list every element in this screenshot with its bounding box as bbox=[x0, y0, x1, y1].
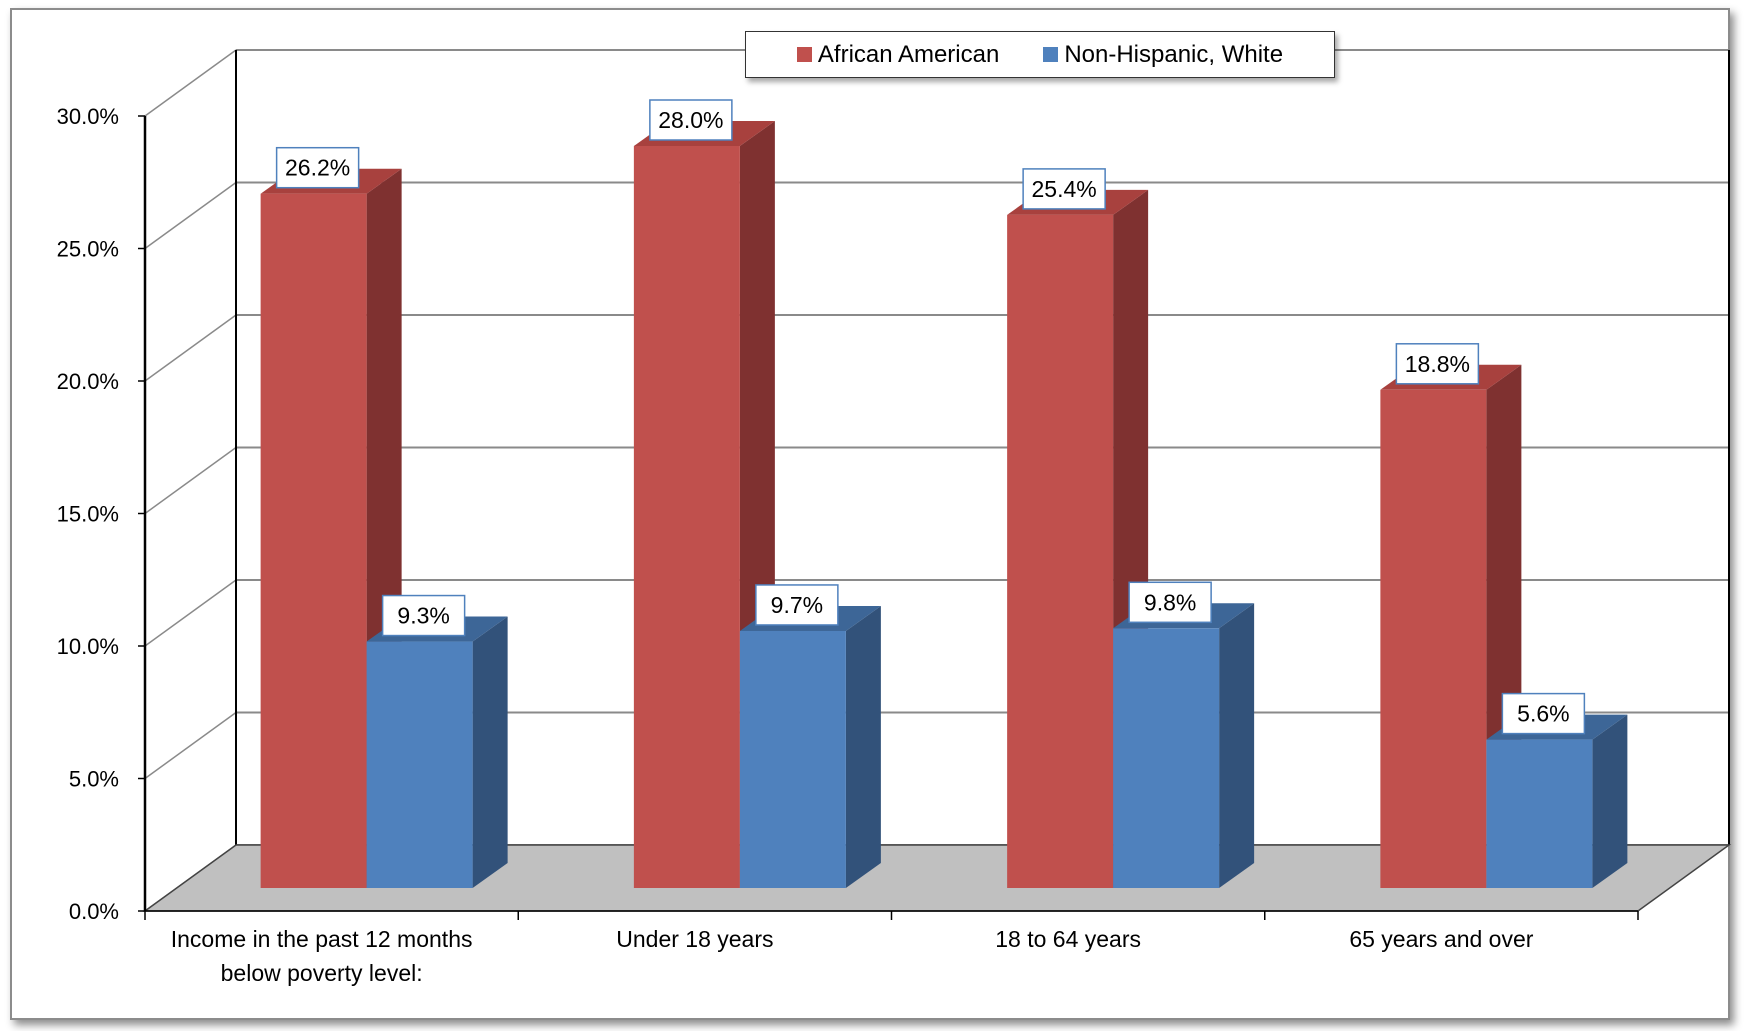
x-category-label: Under 18 years bbox=[616, 926, 773, 952]
data-label-box bbox=[649, 99, 733, 141]
legend: African American Non-Hispanic, White bbox=[745, 31, 1335, 78]
y-tick-label: 20.0% bbox=[57, 369, 119, 394]
bar-side bbox=[472, 616, 508, 888]
bar bbox=[260, 193, 367, 888]
side-gridline bbox=[144, 579, 237, 647]
legend-label-non-hispanic-white: Non-Hispanic, White bbox=[1064, 40, 1284, 68]
data-label: 9.7% bbox=[771, 592, 823, 618]
legend-item-african-american: African American bbox=[796, 40, 1000, 69]
data-label-box bbox=[381, 594, 466, 637]
data-label-box bbox=[1395, 343, 1480, 385]
bar bbox=[1113, 628, 1220, 888]
data-label: 26.2% bbox=[285, 155, 350, 181]
data-label-box bbox=[755, 584, 839, 626]
bar bbox=[1380, 389, 1487, 888]
data-label: 9.8% bbox=[1144, 589, 1196, 615]
side-gridline bbox=[144, 314, 237, 382]
bar bbox=[739, 630, 846, 888]
y-tick-label: 10.0% bbox=[57, 634, 119, 659]
legend-swatch-african-american bbox=[796, 47, 812, 62]
bar bbox=[1007, 214, 1114, 888]
x-category-label: 65 years and over bbox=[1349, 926, 1533, 952]
data-label: 25.4% bbox=[1032, 176, 1097, 202]
side-gridline bbox=[144, 711, 237, 780]
data-label-box bbox=[1022, 168, 1106, 210]
bar bbox=[633, 146, 740, 888]
data-label: 28.0% bbox=[658, 107, 723, 133]
legend-label-african-american: African American bbox=[817, 40, 1000, 68]
x-category-label: below poverty level: bbox=[221, 960, 423, 986]
bar bbox=[1486, 739, 1593, 888]
data-label: 9.3% bbox=[397, 603, 449, 629]
side-gridline bbox=[144, 181, 237, 250]
y-tick-label: 0.0% bbox=[69, 899, 119, 924]
side-gridline bbox=[144, 446, 237, 515]
data-label-box bbox=[275, 146, 360, 189]
data-label-box bbox=[1128, 581, 1212, 624]
bar-side bbox=[1219, 603, 1255, 888]
bar-side bbox=[1592, 714, 1628, 888]
data-label: 5.6% bbox=[1517, 701, 1569, 727]
legend-item-non-hispanic-white: Non-Hispanic, White bbox=[1043, 41, 1283, 69]
y-tick-label: 5.0% bbox=[69, 767, 119, 792]
legend-swatch-non-hispanic-white bbox=[1043, 47, 1059, 62]
bar bbox=[366, 641, 473, 888]
data-label: 18.8% bbox=[1405, 351, 1470, 377]
y-tick-label: 15.0% bbox=[57, 502, 119, 527]
bar-side bbox=[845, 605, 881, 888]
side-gridline bbox=[144, 49, 237, 117]
x-category-label: Income in the past 12 months bbox=[171, 926, 473, 952]
y-tick-label: 25.0% bbox=[57, 237, 119, 262]
data-label-box bbox=[1501, 692, 1586, 735]
x-category-label: 18 to 64 years bbox=[995, 926, 1141, 952]
y-tick-label: 30.0% bbox=[57, 104, 119, 129]
